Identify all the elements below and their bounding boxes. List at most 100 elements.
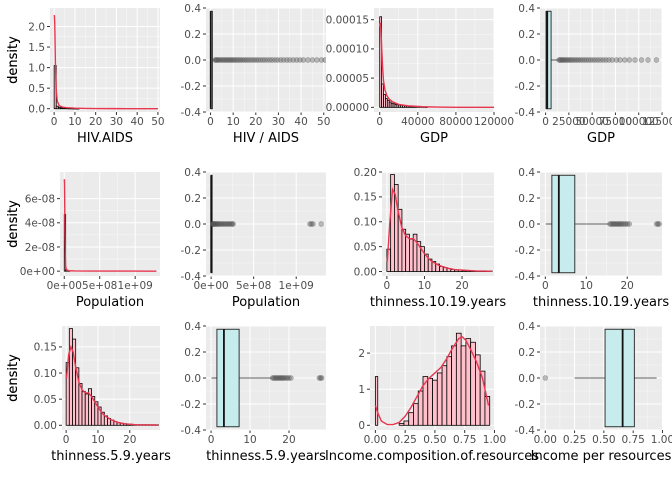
y-tick-label: 0 [358,420,365,432]
box-iqr [552,175,575,273]
x-tick-label: 0.50 [423,434,446,446]
panel-background [374,8,494,112]
x-tick-label: 10 [418,280,431,292]
outlier-point [657,222,662,227]
y-tick-label: 0.0 [184,219,201,231]
y-tick-label: 0.4 [184,3,201,15]
hist-bar [399,424,404,426]
x-tick-label: 20 [249,116,262,128]
outlier-point [323,58,328,63]
x-tick-label: 30 [110,116,123,128]
hist-bar [442,366,447,426]
hist-bar [433,380,438,425]
y-tick-label: -0.4 [181,107,202,119]
x-tick-label: 0.00 [364,434,387,446]
y-tick-label: 0.20 [354,167,377,179]
panel-4: 0250005000075000100000125000-0.4-0.20.00… [515,3,672,146]
outlier-point [305,58,310,63]
outlier-point [646,58,651,63]
box-iqr [217,329,239,427]
x-axis-title: thinness.10.19.years [533,295,669,310]
outlier-point [314,58,319,63]
y-tick-label: 0.05 [34,394,57,406]
y-tick-label: -0.4 [181,425,202,437]
y-tick-label: 0.4 [518,321,535,333]
y-tick-label: 6e-08 [25,193,55,205]
y-tick-label: 0.15 [34,342,57,354]
hist-bar [461,346,466,425]
y-tick-label: 0.10 [34,368,57,380]
x-axis-title: thinness.5.9.years [206,449,326,464]
x-axis-title: HIV.AIDS [77,131,133,146]
x-tick-label: 50 [151,116,164,128]
x-axis-title: thinness.5.9.years [51,449,171,464]
x-tick-label: 10 [226,116,239,128]
y-axis-title: density [6,200,21,248]
y-tick-label: 0.15 [354,192,377,204]
y-tick-label: 0.2 [518,347,535,359]
hist-bar [428,378,433,425]
x-tick-label: 50 [317,116,330,128]
y-tick-label: 0.2 [184,193,201,205]
outlier-point [632,58,637,63]
y-tick-label: 0.5 [28,83,45,95]
outlier-point [622,58,627,63]
x-tick-label: 10 [580,280,593,292]
outlier-point [618,58,623,63]
x-tick-label: 0 [208,434,215,446]
outlier-point [301,58,306,63]
y-tick-label: 0.00000 [326,102,369,114]
x-tick-label: 0.75 [453,434,476,446]
y-tick-label: 0.2 [184,347,201,359]
x-tick-label: 1e+09 [279,280,314,292]
y-tick-label: 1.0 [28,62,45,74]
y-tick-label: 1 [358,384,365,396]
y-tick-label: 0.05 [354,241,377,253]
x-tick-label: 10 [243,434,256,446]
y-axis-title: density [6,36,21,84]
y-tick-label: -0.2 [181,245,202,257]
outlier-point [310,222,315,227]
panel-background [60,172,160,276]
outlier-point [231,222,236,227]
hist-bar [466,339,471,426]
y-tick-label: -0.2 [515,399,536,411]
x-axis-title: thinness.10.19.years [370,295,506,310]
y-tick-label: 0.4 [184,321,201,333]
y-tick-label: 0.4 [518,3,535,15]
y-tick-label: 0.2 [518,193,535,205]
x-tick-label: 1.00 [651,434,672,446]
hist-bar [452,346,457,425]
hist-bar [447,357,452,426]
y-tick-label: -0.4 [181,271,202,283]
x-axis-title: Population [76,295,144,310]
hist-bar [437,373,442,425]
hist-bar [406,234,410,271]
x-tick-label: 0 [384,280,391,292]
x-axis-title: Income per resources [531,449,672,464]
x-tick-label: 20 [89,116,102,128]
x-tick-label: 20 [455,280,468,292]
x-tick-label: 0 [542,280,549,292]
x-axis-title: GDP [587,131,615,146]
y-tick-label: 2e-08 [25,242,55,254]
y-tick-label: 0.0 [518,219,535,231]
x-tick-label: 0 [542,116,549,128]
y-tick-label: 4e-08 [25,218,55,230]
outlier-point [319,376,324,381]
x-tick-label: 0.25 [563,434,586,446]
outlier-point [654,58,659,63]
x-axis-title: Income.composition.of.resources [325,449,539,464]
x-tick-label: 30 [272,116,285,128]
y-tick-label: 0.2 [518,29,535,41]
x-tick-label: 10 [91,434,104,446]
x-tick-label: 0e+00 [47,280,82,292]
x-tick-label: 20 [621,280,634,292]
x-tick-label: 0 [376,116,383,128]
y-tick-label: 2.0 [28,21,45,33]
